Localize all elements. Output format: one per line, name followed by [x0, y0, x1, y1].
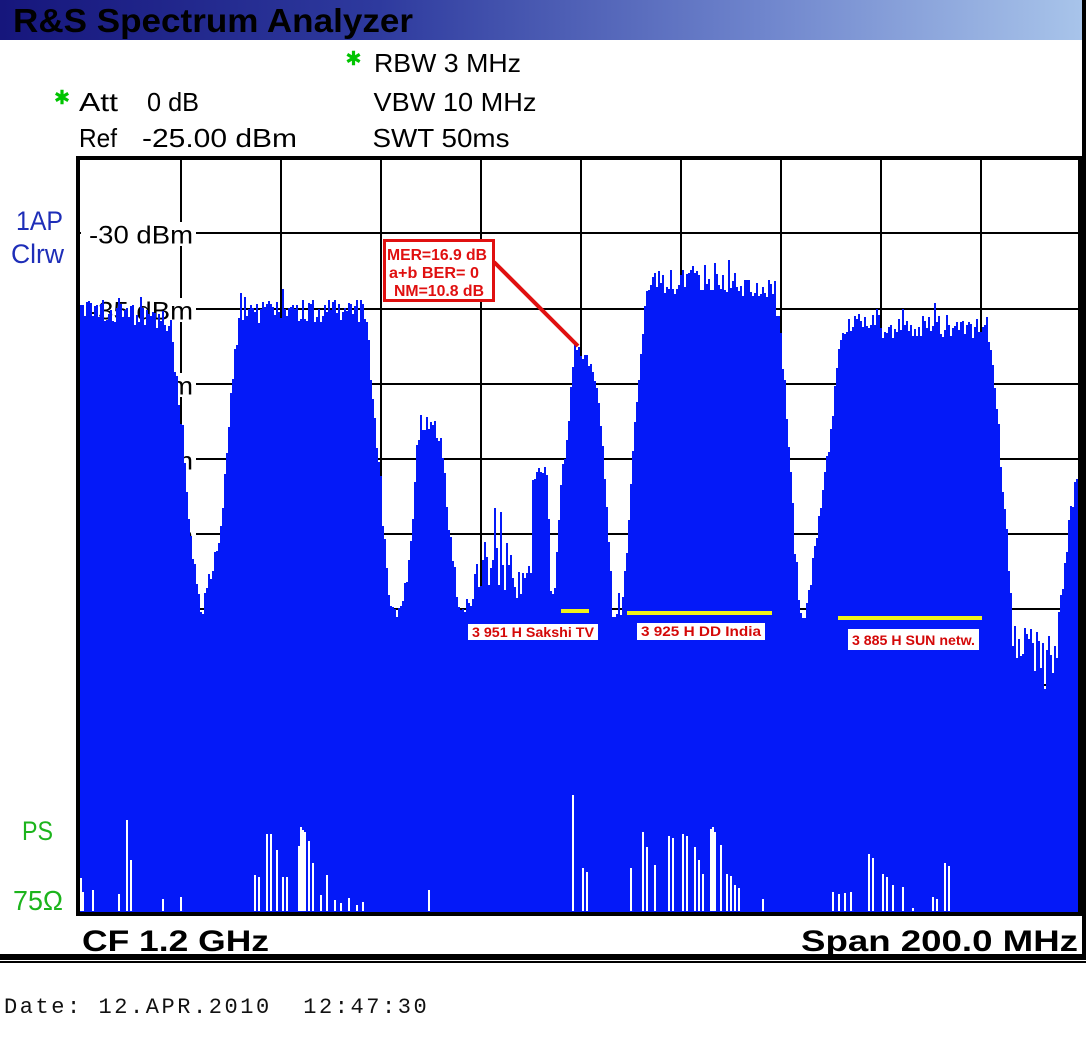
svg-text:Span 200.0 MHz: Span 200.0 MHz [801, 925, 1078, 958]
svg-text:SWT 50ms: SWT 50ms [373, 123, 510, 153]
svg-text:3 885 H SUN netw.: 3 885 H SUN netw. [852, 633, 975, 648]
svg-text:R&S Spectrum Analyzer: R&S Spectrum Analyzer [13, 2, 413, 39]
svg-text:VBW 10 MHz: VBW 10 MHz [374, 87, 537, 117]
svg-text:1AP: 1AP [16, 206, 63, 236]
svg-text:Ref: Ref [79, 123, 118, 153]
svg-text:MER=16.9 dB: MER=16.9 dB [387, 247, 487, 264]
svg-text:0 dB: 0 dB [147, 87, 199, 117]
svg-text:3 951 H Sakshi TV: 3 951 H Sakshi TV [472, 625, 594, 640]
svg-text:RBW 3 MHz: RBW 3 MHz [374, 48, 521, 78]
svg-text:NM=10.8 dB: NM=10.8 dB [394, 283, 484, 300]
svg-text:Date: 12.APR.2010 12:47:30: Date: 12.APR.2010 12:47:30 [4, 995, 429, 1020]
svg-text:CF 1.2 GHz: CF 1.2 GHz [82, 925, 269, 958]
svg-text:Clrw: Clrw [11, 239, 64, 269]
svg-text:-30 dBm: -30 dBm [89, 222, 193, 250]
svg-text:3 925 H DD India: 3 925 H DD India [641, 624, 762, 639]
svg-text:-25.00 dBm: -25.00 dBm [142, 123, 297, 153]
svg-text:Att: Att [79, 87, 119, 117]
svg-text:75Ω: 75Ω [13, 885, 63, 916]
svg-text:a+b BER= 0: a+b BER= 0 [389, 265, 479, 282]
svg-text:PS: PS [22, 816, 53, 846]
